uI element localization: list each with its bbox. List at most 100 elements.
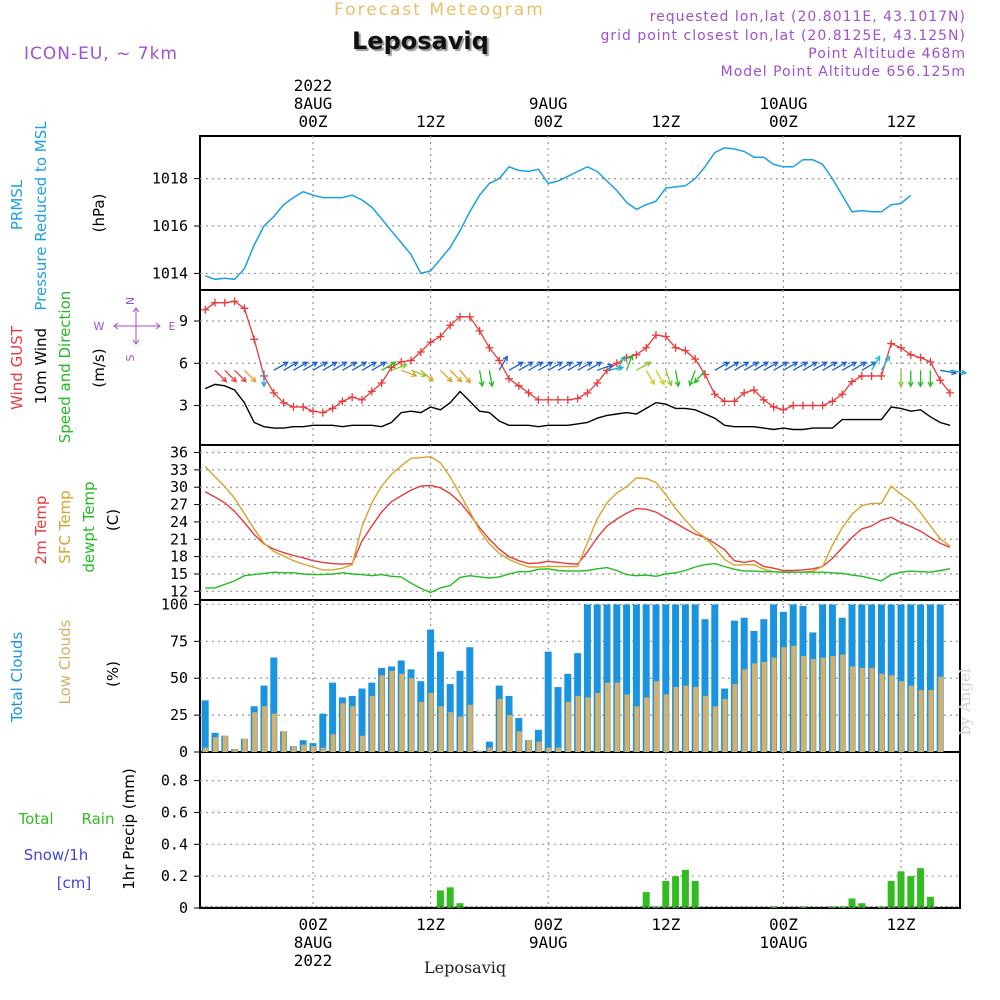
wind-arrow-head: [898, 381, 904, 388]
gust-marker: [446, 321, 455, 330]
wind-arrow: [342, 361, 358, 371]
wind-arrow-shaft: [439, 369, 453, 383]
total-cloud-bar: [691, 604, 699, 752]
low-cloud-bar: [546, 747, 552, 752]
wind-arrow-shaft: [400, 369, 417, 377]
wind-arrow-shaft: [243, 369, 257, 383]
total-cloud-bar: [662, 604, 670, 752]
gust-marker: [240, 304, 249, 313]
low-cloud-bar: [928, 690, 934, 752]
low-cloud-bar: [516, 731, 522, 752]
gust-marker: [377, 379, 386, 387]
low-cloud-bar: [350, 706, 356, 752]
tick-labels: 1014101610183691215182124273033360255075…: [152, 170, 200, 917]
wind-arrow-shaft: [224, 369, 237, 383]
wind-arrow-shaft: [547, 361, 563, 371]
wind-arrow-head: [488, 381, 495, 388]
low-cloud-bar: [820, 657, 826, 752]
ytick-label-clouds: 75: [170, 632, 188, 650]
wind-arrow: [871, 355, 881, 371]
low-cloud-bar: [409, 678, 414, 752]
wind-arrow-head: [762, 361, 770, 367]
gust-marker: [720, 397, 729, 406]
low-cloud-bar: [761, 661, 767, 752]
gust-marker: [269, 388, 278, 397]
gust-marker: [946, 388, 954, 397]
compass-south: S: [124, 354, 137, 361]
ytick-label-temperature: 15: [170, 565, 188, 583]
temp-2m-line: [204, 484, 951, 572]
point-altitude: Point Altitude 468m: [808, 46, 966, 62]
wind-arrow-shaft: [949, 369, 966, 374]
rain-bar: [672, 876, 680, 908]
gust-marker: [211, 298, 219, 307]
wind-arrow-head: [960, 369, 968, 376]
wind-arrow: [636, 361, 652, 371]
total-cloud-bar: [632, 604, 640, 752]
low-cloud-bar: [389, 670, 395, 752]
gust-marker: [848, 377, 856, 386]
model-label: ICON-EU, ~ 7km: [24, 44, 178, 64]
low-cloud-bar: [614, 682, 620, 752]
series-markers: [201, 297, 954, 417]
wind-arrow: [898, 370, 904, 388]
gust-marker: [838, 390, 847, 399]
wind-arrow-shaft: [293, 361, 308, 371]
wind-arrow-shaft: [508, 361, 524, 371]
low-cloud-bar: [722, 698, 728, 752]
ytick-label-temperature: 24: [170, 513, 188, 531]
total-cloud-bar: [436, 651, 444, 752]
low-cloud-bar: [663, 694, 669, 752]
wind-arrow-head: [811, 361, 819, 367]
gust-marker: [407, 356, 415, 365]
wind-arrow: [508, 361, 525, 371]
wind-arrow-head: [884, 355, 891, 362]
wind-arrow-head: [361, 361, 368, 367]
low-cloud-bar: [379, 675, 385, 752]
gust-marker: [779, 405, 788, 414]
top-time-label: 00Z: [769, 112, 798, 131]
low-cloud-bar: [526, 740, 532, 752]
wind-arrow-head: [411, 371, 418, 378]
low-cloud-bar: [673, 687, 679, 752]
wind-arrow: [802, 361, 819, 371]
wind-arrow-head: [659, 379, 665, 386]
gust-marker: [671, 343, 680, 352]
wind-arrow-head: [874, 355, 881, 362]
low-cloud-bar: [810, 659, 816, 752]
low-cloud-bar: [448, 712, 454, 752]
precip-label-snow: Snow/1h: [24, 846, 89, 864]
gust-marker: [416, 348, 425, 356]
low-cloud-bar: [908, 685, 914, 752]
wind-arrow-head: [802, 361, 809, 367]
wind-arrow-head: [782, 361, 789, 367]
low-cloud-bar: [830, 656, 836, 752]
pressure-ylabel-prmsl: PRMSL: [8, 179, 26, 230]
wind-arrow: [949, 369, 968, 376]
wind-arrow: [312, 361, 329, 371]
gust-marker: [789, 401, 798, 410]
compass-west: W: [94, 320, 105, 333]
low-cloud-bar: [399, 673, 405, 752]
wind-arrow-shaft: [567, 361, 582, 371]
ytick-label-wind: 9: [179, 312, 188, 330]
wind-arrow-shaft: [812, 361, 827, 371]
low-cloud-bar: [369, 695, 375, 752]
gust-marker: [897, 343, 905, 352]
wind-arrow-shaft: [332, 361, 347, 371]
low-cloud-bar: [781, 647, 787, 752]
wind-arrow-head: [390, 361, 397, 367]
wind-arrow-shaft: [606, 366, 623, 371]
wind-arrow: [812, 361, 828, 371]
total-cloud-bar: [583, 604, 591, 752]
gust-marker: [936, 376, 945, 385]
total-cloud-bar: [642, 604, 650, 752]
low-cloud-bar: [644, 697, 650, 752]
low-cloud-bar: [213, 737, 218, 752]
low-cloud-bar: [712, 706, 718, 752]
temp-ylabel-sfc: SFC Temp: [56, 490, 74, 563]
precip-label-rain: Rain: [82, 810, 115, 828]
wind-arrow-shaft: [753, 361, 769, 371]
gust-marker: [691, 355, 700, 364]
wind-arrow-head: [821, 361, 828, 367]
